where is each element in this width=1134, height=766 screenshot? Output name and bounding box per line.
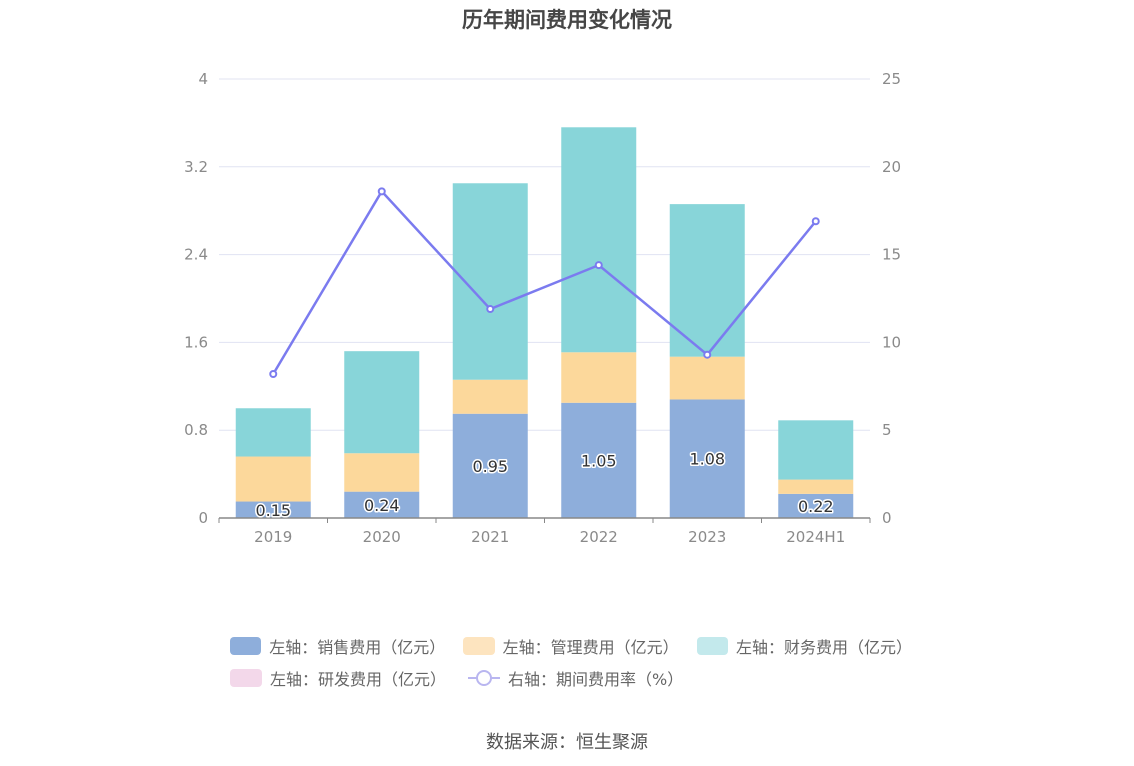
legend-label-admin: 左轴：管理费用（亿元） [502, 638, 679, 657]
expense-rate-point [377, 187, 386, 196]
legend-label-expense-rate: 右轴：期间费用率（%） [508, 670, 684, 689]
chart-legend: 左轴：销售费用（亿元） 左轴：管理费用（亿元） 左轴：财务费用（亿元） 左轴：研… [230, 630, 930, 694]
x-axis-tick-label: 2024H1 [786, 528, 845, 546]
right-axis-tick-label: 20 [882, 158, 901, 176]
bar-segment-1 [561, 352, 637, 403]
bar-segment-0 [561, 402, 637, 518]
bar-segment-1 [344, 453, 420, 492]
left-axis-tick-label: 3.2 [184, 158, 208, 176]
x-axis-tick-label: 2022 [580, 528, 618, 546]
x-axis-tick-label: 2020 [363, 528, 401, 546]
bar-segment-2 [778, 420, 854, 480]
bar-segment-2 [344, 351, 420, 454]
bar-segment-2 [235, 408, 311, 457]
right-axis-tick-label: 15 [882, 246, 901, 264]
legend-item-sales[interactable]: 左轴：销售费用（亿元） [230, 634, 446, 658]
data-label: 1.08 [689, 450, 725, 469]
data-label: 1.05 [581, 451, 617, 470]
bar-segment-2 [561, 127, 637, 353]
data-label: 0.95 [472, 457, 508, 476]
legend-item-rnd[interactable]: 左轴：研发费用（亿元） [230, 666, 446, 690]
legend-swatch-admin [463, 637, 495, 655]
data-source: 数据来源：恒生聚源 [486, 732, 648, 753]
bar-segment-1 [452, 379, 528, 414]
legend-item-finance[interactable]: 左轴：财务费用（亿元） [696, 634, 912, 658]
data-label: 0.15 [255, 501, 291, 520]
right-axis-tick-label: 25 [882, 70, 901, 88]
left-axis-tick-label: 0.8 [184, 421, 208, 439]
legend-swatch-finance [696, 637, 728, 655]
right-axis-tick-label: 5 [882, 421, 892, 439]
bar-segment-0 [344, 491, 420, 518]
left-axis-tick-label: 0 [198, 509, 208, 527]
x-axis-tick-label: 2019 [254, 528, 292, 546]
expense-rate-point [486, 305, 495, 314]
legend-swatch-sales [230, 637, 262, 655]
right-axis-tick-label: 0 [882, 509, 892, 527]
left-axis-tick-label: 2.4 [184, 246, 208, 264]
bar-segment-1 [235, 456, 311, 502]
chart-title: 历年期间费用变化情况 [462, 8, 672, 32]
x-axis-tick-label: 2023 [688, 528, 726, 546]
right-axis-tick-label: 10 [882, 333, 901, 351]
legend-swatch-expense-rate [468, 669, 501, 687]
bar-segment-2 [669, 204, 745, 357]
expense-rate-point [269, 370, 278, 379]
legend-label-finance: 左轴：财务费用（亿元） [735, 638, 912, 657]
bar-segment-0 [669, 399, 745, 518]
x-axis-tick-label: 2021 [471, 528, 509, 546]
bar-segment-0 [235, 501, 311, 518]
chart-plot: 0 0.8 1.6 2.4 3.2 4 0 5 10 15 20 25 2019 2020 2021 2022… [184, 70, 901, 546]
left-axis-tick-label: 4 [198, 70, 208, 88]
bar-segment-1 [669, 356, 745, 400]
bar-segment-0 [452, 413, 528, 518]
expense-rate-point [811, 217, 820, 226]
legend-label-sales: 左轴：销售费用（亿元） [269, 638, 446, 657]
legend-swatch-rnd [230, 669, 262, 687]
bar-segment-0 [778, 493, 854, 518]
expense-rate-point [703, 350, 712, 359]
left-axis-tick-label: 1.6 [184, 333, 208, 351]
data-label: 0.24 [364, 496, 400, 515]
data-label: 0.22 [798, 497, 834, 516]
expense-rate-point [594, 261, 603, 270]
legend-item-admin[interactable]: 左轴：管理费用（亿元） [463, 634, 679, 658]
legend-label-rnd: 左轴：研发费用（亿元） [270, 670, 447, 689]
expense-rate-line [272, 189, 817, 375]
bar-segment-1 [778, 479, 854, 494]
legend-item-expense-rate[interactable]: 右轴：期间费用率（%） [468, 666, 683, 690]
